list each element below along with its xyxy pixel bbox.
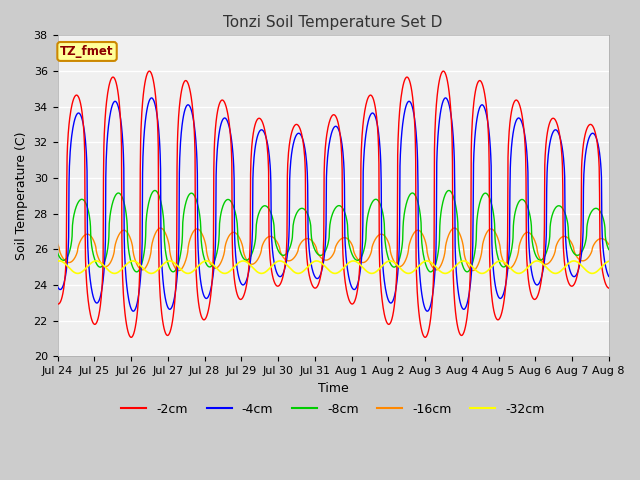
Text: TZ_fmet: TZ_fmet <box>60 45 114 58</box>
X-axis label: Time: Time <box>318 382 349 395</box>
Legend: -2cm, -4cm, -8cm, -16cm, -32cm: -2cm, -4cm, -8cm, -16cm, -32cm <box>116 398 550 420</box>
Y-axis label: Soil Temperature (C): Soil Temperature (C) <box>15 132 28 260</box>
Title: Tonzi Soil Temperature Set D: Tonzi Soil Temperature Set D <box>223 15 443 30</box>
